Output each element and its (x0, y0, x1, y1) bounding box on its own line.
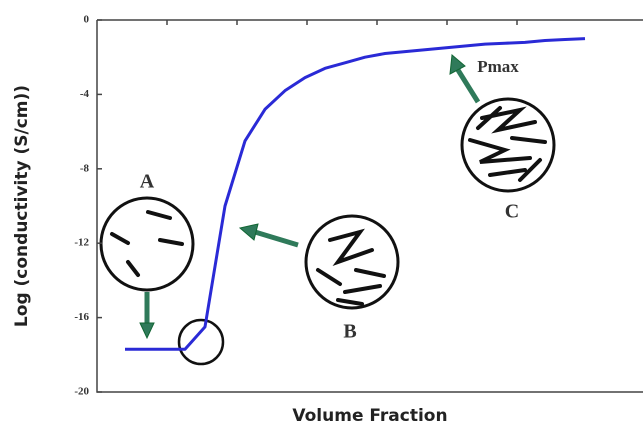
y-tick-label: -8 (80, 162, 90, 174)
x-axis-label: Volume Fraction (292, 406, 447, 426)
arrow-b-head (238, 223, 259, 241)
annotation: Pmax (477, 57, 519, 76)
percolation-circle (177, 318, 225, 366)
arrow-c-head (449, 54, 466, 75)
arrow-a-head (139, 322, 155, 340)
blob-b (304, 214, 400, 310)
blob-a (99, 196, 195, 292)
data-line (125, 37, 586, 351)
arrow-c (455, 68, 481, 104)
blob-c (460, 97, 556, 193)
y-tick-label: -16 (74, 311, 89, 323)
y-tick-label: 0 (84, 14, 90, 26)
y-tick-label: -20 (74, 386, 89, 398)
y-tick-label: -12 (74, 237, 89, 249)
y-tick-label: -4 (80, 88, 90, 100)
annotation: B (343, 321, 356, 343)
arrow-b (254, 229, 299, 248)
y-axis-label: Log (conductivity (S/cm)) (12, 85, 32, 327)
annotation: A (140, 171, 155, 193)
annotation: C (505, 201, 519, 223)
